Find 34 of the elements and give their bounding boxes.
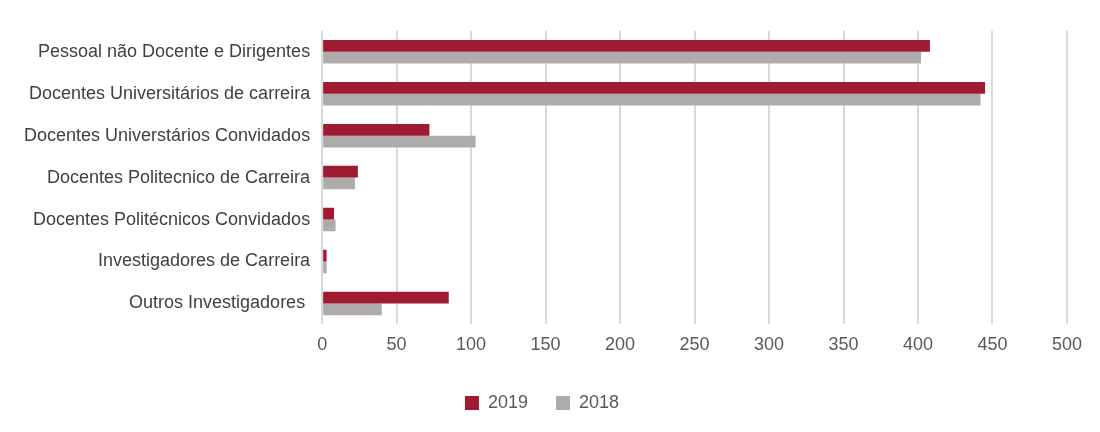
y-tick-label: Outros Investigadores (129, 292, 311, 313)
bar (323, 219, 336, 232)
y-tick-label: Docentes Politecnico de Carreira (47, 166, 312, 187)
x-tick-label: 350 (828, 334, 859, 355)
legend-label: 2019 (487, 391, 528, 412)
x-tick-label: 50 (386, 334, 407, 355)
bar (323, 261, 327, 274)
x-tick-label: 450 (977, 334, 1008, 355)
y-tick-label: Docentes Universtários Convidados (24, 124, 311, 145)
bar (323, 291, 449, 304)
bar (323, 165, 358, 178)
bar (323, 40, 930, 52)
x-tick-label: 100 (456, 334, 487, 355)
x-tick-label: 200 (605, 334, 636, 355)
x-tick-label: 300 (754, 334, 785, 355)
bar (323, 249, 327, 262)
x-tick-label: 0 (317, 334, 328, 355)
x-tick-label: 250 (679, 334, 710, 355)
bar (323, 81, 986, 94)
bar (323, 93, 981, 106)
x-tick-label: 400 (902, 334, 934, 355)
bar (323, 135, 476, 148)
y-tick-label: Investigadores de Carreira (98, 250, 312, 271)
bar (323, 51, 921, 64)
bar (323, 303, 382, 316)
y-tick-label: Pessoal não Docente e Dirigentes (37, 40, 311, 61)
legend-label: 2018 (579, 391, 620, 412)
y-tick-label: Docentes Politécnicos Convidados (32, 208, 311, 229)
y-tick-label: Docentes Universitários de carreira (29, 82, 312, 103)
bar (323, 207, 335, 220)
bar (323, 123, 430, 136)
x-tick-label: 150 (530, 334, 561, 355)
bar (323, 177, 355, 190)
x-tick-label: 500 (1051, 334, 1083, 355)
